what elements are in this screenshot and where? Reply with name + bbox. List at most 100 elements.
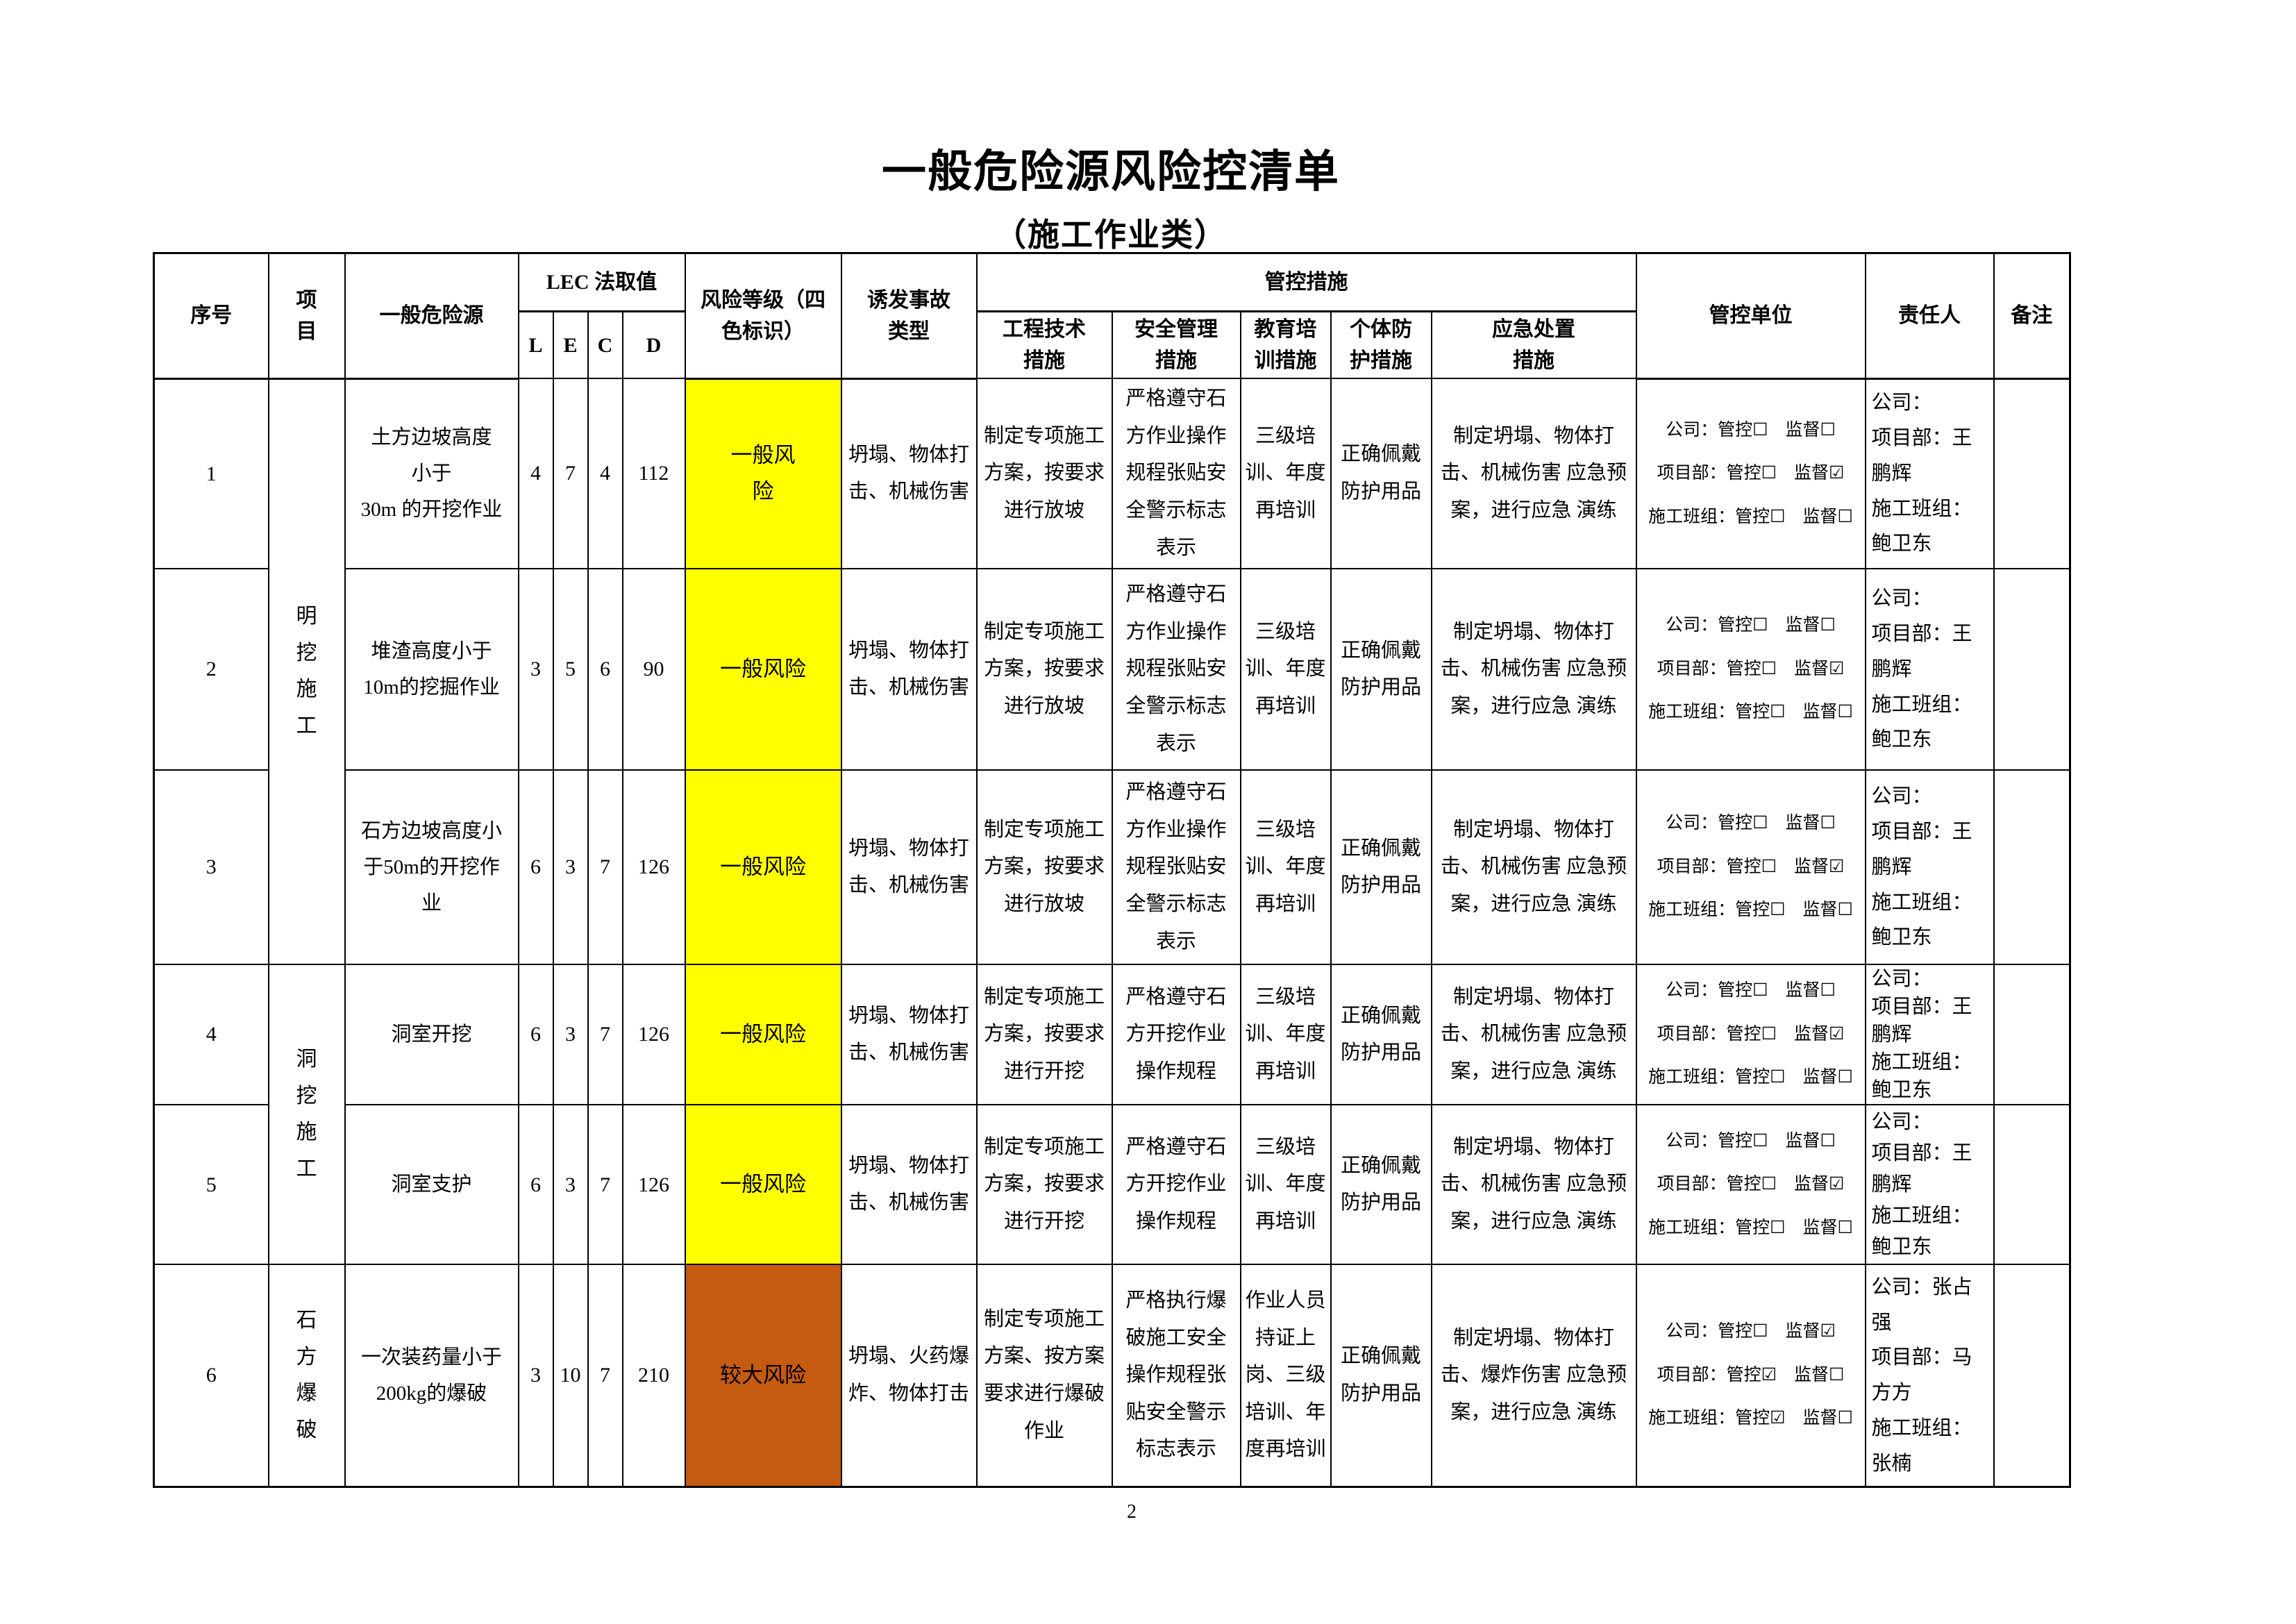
cell-l: 3 bbox=[517, 568, 554, 771]
cell-engineering: 制定专项施工方案，按要求进行开挖 bbox=[975, 964, 1113, 1106]
header-responsible: 责任人 bbox=[1864, 252, 1995, 380]
cell-l: 4 bbox=[517, 377, 554, 570]
cell-c: 7 bbox=[587, 964, 623, 1106]
cell-e: 10 bbox=[552, 1264, 589, 1488]
cell-safety: 严格遵守石方作业操作规程张贴安全警示标志表示 bbox=[1111, 568, 1241, 771]
control-unit-checklist: 公司：管控☐ 监督☐ 项目部：管控☐ 监督☑ 施工班组：管控☐ 监督☐ bbox=[1635, 769, 1866, 966]
table-row: 6 石 方 爆 破 一次装药量小于 200kg的爆破 3 10 7 210 较大… bbox=[153, 1264, 2071, 1488]
table-row: 5 洞室支护 6 3 7 126 一般风险 坍塌、物体打击、机械伤害 制定专项施… bbox=[153, 1104, 2071, 1266]
cell-l: 6 bbox=[517, 964, 554, 1106]
header-education-measures: 教育培 训措施 bbox=[1239, 310, 1332, 379]
control-unit-checklist: 公司：管控☐ 监督☐ 项目部：管控☐ 监督☑ 施工班组：管控☐ 监督☐ bbox=[1635, 568, 1866, 771]
cell-engineering: 制定专项施工方案，按要求进行放坡 bbox=[975, 769, 1113, 966]
cell-accident: 坍塌、物体打击、机械伤害 bbox=[840, 1104, 978, 1266]
header-accident-type: 诱发事故 类型 bbox=[840, 252, 978, 380]
cell-project-rock-blasting: 石 方 爆 破 bbox=[267, 1264, 346, 1488]
cell-hazard: 洞室支护 bbox=[344, 1104, 519, 1266]
cell-seq: 1 bbox=[153, 377, 269, 570]
cell-safety: 严格执行爆破施工安全操作规程张贴安全警示标志表示 bbox=[1111, 1264, 1241, 1488]
cell-project-open-excavation: 明 挖 施 工 bbox=[267, 377, 346, 966]
risk-control-table: 序号 项 目 一般危险源 LEC 法取值 风险等级（四 色标识） 诱发事故 类型… bbox=[153, 252, 2071, 1488]
table-row: 1 明 挖 施 工 土方边坡高度 小于 30m 的开挖作业 4 7 4 112 … bbox=[153, 377, 2071, 966]
cell-e: 3 bbox=[552, 1104, 589, 1266]
header-seq: 序号 bbox=[153, 252, 269, 380]
cell-protection: 正确佩戴防护用品 bbox=[1330, 377, 1432, 570]
cell-responsible: 公司： 项目部：王鹏辉 施工班组：鲍卫东 bbox=[1864, 1104, 1995, 1266]
cell-d: 126 bbox=[621, 1104, 686, 1266]
cell-hazard: 一次装药量小于 200kg的爆破 bbox=[344, 1264, 519, 1488]
page-title: 一般危险源风险控清单 bbox=[882, 147, 1340, 198]
cell-risk-level: 一般风 险 bbox=[684, 377, 842, 570]
cell-accident: 坍塌、物体打击、机械伤害 bbox=[840, 769, 978, 966]
cell-engineering: 制定专项施工方案，按要求进行开挖 bbox=[975, 1104, 1113, 1266]
cell-hazard: 堆渣高度小于 10m的挖掘作业 bbox=[344, 568, 519, 771]
cell-l: 6 bbox=[517, 1104, 554, 1266]
cell-e: 3 bbox=[552, 769, 589, 966]
cell-risk-level: 一般风险 bbox=[684, 1104, 842, 1266]
table-row: 2 堆渣高度小于 10m的挖掘作业 3 5 6 90 一般风险 坍塌、物体打击、… bbox=[153, 568, 2071, 771]
table-row: 3 石方边坡高度小 于50m的开挖作 业 6 3 7 126 一般风险 坍塌、物… bbox=[153, 769, 2071, 966]
cell-responsible: 公司： 项目部：王鹏辉 施工班组：鲍卫东 bbox=[1864, 964, 1995, 1106]
cell-protection: 正确佩戴防护用品 bbox=[1330, 1104, 1432, 1266]
header-control-unit: 管控单位 bbox=[1635, 252, 1866, 380]
cell-education: 三级培训、年度再培训 bbox=[1239, 1104, 1332, 1266]
cell-d: 126 bbox=[621, 964, 686, 1106]
header-emergency-measures: 应急处置 措施 bbox=[1430, 310, 1637, 379]
cell-education: 三级培训、年度再培训 bbox=[1239, 568, 1332, 771]
cell-d: 112 bbox=[621, 377, 686, 570]
cell-education: 三级培训、年度再培训 bbox=[1239, 964, 1332, 1106]
cell-responsible: 公司： 项目部：王鹏辉 施工班组：鲍卫东 bbox=[1864, 769, 1995, 966]
header-l: L bbox=[517, 310, 554, 379]
cell-d: 90 bbox=[621, 568, 686, 771]
page-number: 2 bbox=[1127, 1501, 1137, 1523]
control-unit-checklist: 公司：管控☐ 监督☐ 项目部：管控☐ 监督☑ 施工班组：管控☐ 监督☐ bbox=[1635, 964, 1866, 1106]
cell-emergency: 制定坍塌、物体打击、机械伤害 应急预案，进行应急 演练 bbox=[1430, 568, 1637, 771]
cell-seq: 6 bbox=[153, 1264, 269, 1488]
cell-emergency: 制定坍塌、物体打击、机械伤害 应急预案，进行应急 演练 bbox=[1430, 964, 1637, 1106]
cell-hazard: 土方边坡高度 小于 30m 的开挖作业 bbox=[344, 377, 519, 570]
header-lec-group: LEC 法取值 bbox=[517, 252, 686, 312]
cell-protection: 正确佩戴防护用品 bbox=[1330, 1264, 1432, 1488]
cell-education: 三级培训、年度再培训 bbox=[1239, 377, 1332, 570]
cell-safety: 严格遵守石方作业操作规程张贴安全警示标志表示 bbox=[1111, 769, 1241, 966]
cell-responsible: 公司：张占强 项目部：马方方 施工班组：张楠 bbox=[1864, 1264, 1995, 1488]
control-unit-checklist: 公司：管控☐ 监督☐ 项目部：管控☐ 监督☑ 施工班组：管控☐ 监督☐ bbox=[1635, 1104, 1866, 1266]
cell-hazard: 洞室开挖 bbox=[344, 964, 519, 1106]
cell-protection: 正确佩戴防护用品 bbox=[1330, 769, 1432, 966]
cell-accident: 坍塌、物体打击、机械伤害 bbox=[840, 568, 978, 771]
cell-education: 三级培训、年度再培训 bbox=[1239, 769, 1332, 966]
page-subtitle: （施工作业类） bbox=[994, 217, 1227, 253]
cell-e: 7 bbox=[552, 377, 589, 570]
header-risk-level: 风险等级（四 色标识） bbox=[684, 252, 842, 380]
cell-remark bbox=[1993, 568, 2071, 771]
cell-seq: 5 bbox=[153, 1104, 269, 1266]
header-hazard: 一般危险源 bbox=[344, 252, 519, 380]
cell-risk-level: 较大风险 bbox=[684, 1264, 842, 1488]
cell-emergency: 制定坍塌、物体打击、机械伤害 应急预案，进行应急 演练 bbox=[1430, 1104, 1637, 1266]
cell-risk-level: 一般风险 bbox=[684, 964, 842, 1106]
cell-d: 210 bbox=[621, 1264, 686, 1488]
cell-risk-level: 一般风险 bbox=[684, 568, 842, 771]
cell-project-tunnel-excavation: 洞 挖 施 工 bbox=[267, 964, 346, 1266]
cell-seq: 4 bbox=[153, 964, 269, 1106]
cell-d: 126 bbox=[621, 769, 686, 966]
header-safety-measures: 安全管理 措施 bbox=[1111, 310, 1241, 379]
cell-remark bbox=[1993, 769, 2071, 966]
header-d: D bbox=[621, 310, 686, 379]
cell-engineering: 制定专项施工方案，按要求进行放坡 bbox=[975, 568, 1113, 771]
cell-seq: 3 bbox=[153, 769, 269, 966]
cell-l: 3 bbox=[517, 1264, 554, 1488]
cell-accident: 坍塌、物体打击、机械伤害 bbox=[840, 964, 978, 1106]
cell-safety: 严格遵守石方作业操作规程张贴安全警示标志表示 bbox=[1111, 377, 1241, 570]
header-engineering-measures: 工程技术 措施 bbox=[975, 310, 1113, 379]
cell-e: 5 bbox=[552, 568, 589, 771]
cell-remark bbox=[1993, 1104, 2071, 1266]
control-unit-checklist: 公司：管控☐ 监督☑ 项目部：管控☑ 监督☐ 施工班组：管控☑ 监督☐ bbox=[1635, 1264, 1866, 1488]
cell-c: 4 bbox=[587, 377, 623, 570]
cell-responsible: 公司： 项目部：王鹏辉 施工班组：鲍卫东 bbox=[1864, 377, 1995, 570]
header-project: 项 目 bbox=[267, 252, 346, 380]
header-protection-measures: 个体防 护措施 bbox=[1330, 310, 1432, 379]
header-e: E bbox=[552, 310, 589, 379]
cell-emergency: 制定坍塌、物体打击、机械伤害 应急预案，进行应急 演练 bbox=[1430, 769, 1637, 966]
cell-c: 7 bbox=[587, 769, 623, 966]
